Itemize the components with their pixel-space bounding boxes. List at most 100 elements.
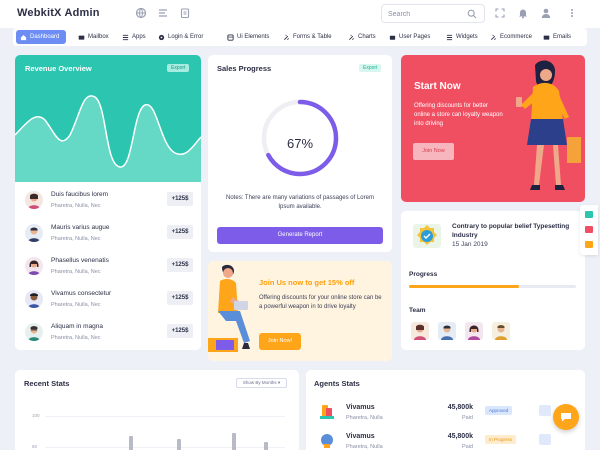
layout-icon[interactable] [585, 226, 593, 233]
avatar [25, 224, 43, 242]
nav-label: Ui Elements [237, 34, 270, 40]
months-dropdown[interactable]: Show By Months ▾ [236, 378, 287, 388]
settings-icon[interactable] [585, 211, 593, 218]
brand-logo[interactable]: WebkitX Admin [17, 7, 100, 19]
nav-label: Mailbox [88, 34, 109, 40]
row-name: Aliquam in magna [51, 323, 104, 330]
email-icon [543, 35, 550, 40]
nav-item-emails[interactable]: Emails [539, 30, 575, 44]
nav-label: Charts [358, 34, 376, 40]
join-us-card: Join Us now to get 15% off Offering disc… [208, 261, 392, 361]
export-button[interactable]: Export [167, 64, 190, 72]
revenue-header: Revenue Overview Export [15, 55, 201, 182]
image-icon[interactable] [585, 241, 593, 248]
mail-icon [78, 35, 85, 40]
nav-label: Emails [553, 34, 572, 40]
avatar [25, 323, 43, 341]
nav-item-forms-table[interactable]: Forms & Table [279, 30, 336, 44]
agent-paid: Paid [461, 444, 473, 450]
list-item[interactable]: Phasellus venenatis Pharetra, Nulla, Nec… [25, 253, 193, 285]
search-box[interactable] [381, 4, 485, 23]
sales-progress-card: Sales Progress Export 67% Notes: There a… [208, 55, 392, 252]
y-axis-label: 80 [32, 444, 38, 449]
clipboard-icon[interactable] [179, 7, 191, 19]
agent-amount: 45,800k [447, 433, 473, 440]
agent-amount: 45,800k [447, 404, 473, 411]
revenue-wave-chart [15, 95, 201, 182]
nav-label: User Pages [399, 34, 431, 40]
sales-percent: 67% [286, 136, 314, 151]
amount-badge: +125$ [167, 192, 193, 206]
top-header: WebkitX Admin [0, 0, 600, 28]
nav-label: Widgets [456, 34, 478, 40]
nav-item-mailbox[interactable]: Mailbox [74, 30, 113, 44]
amount-badge: +125$ [167, 291, 193, 305]
nav-item-widgets[interactable]: Widgets [442, 30, 482, 44]
project-title: Contrary to popular belief Typesetting I… [452, 223, 570, 239]
nav-label: Apps [132, 34, 146, 40]
search-input[interactable] [388, 8, 466, 20]
generate-report-button[interactable]: Generate Report [217, 227, 383, 244]
side-toolbar [580, 205, 598, 255]
list-item[interactable]: Aliquam in magna Pharetra, Nulla, Nec +1… [25, 319, 193, 350]
home-icon [20, 34, 27, 40]
row-action-button[interactable] [539, 434, 551, 445]
nav-item-dashboard[interactable]: Dashboard [16, 30, 66, 44]
row-subtitle: Pharetra, Nulla, Nec [51, 269, 101, 275]
nav-label: Dashboard [30, 34, 60, 40]
donut-progress-arc [261, 99, 339, 177]
apps-icon [122, 34, 129, 40]
agent-subtitle: Pharetra, Nulla [346, 444, 383, 450]
expand-icon[interactable] [494, 7, 506, 19]
join-now-button[interactable]: Join Now! [259, 333, 301, 350]
list-item[interactable]: Vivamus consectetur Pharetra, Nulla, Nec… [25, 286, 193, 318]
agent-paid: Paid [461, 415, 473, 421]
bar [232, 433, 236, 450]
amount-badge: +125$ [167, 225, 193, 239]
list-item[interactable]: Mauris varius augue Pharetra, Nulla, Nec… [25, 220, 193, 252]
agent-name: Vivamus [346, 433, 375, 440]
ui-icon [227, 33, 234, 41]
chat-button[interactable] [553, 404, 579, 430]
bar [129, 436, 133, 450]
nav-item-user-pages[interactable]: User Pages [385, 30, 434, 44]
team-avatar[interactable] [492, 322, 510, 340]
team-avatar[interactable] [465, 322, 483, 340]
nav-label: Forms & Table [293, 34, 332, 40]
chat-icon [561, 413, 571, 422]
sales-notes: Notes: There are many variations of pass… [226, 195, 374, 210]
more-icon[interactable] [566, 7, 578, 19]
start-text: Offering discounts for better online a s… [414, 103, 503, 127]
nav-item-login-error[interactable]: Login & Error [154, 30, 207, 44]
team-avatar[interactable] [411, 322, 429, 340]
avatar [25, 290, 43, 308]
recent-stats-title: Recent Stats [24, 379, 70, 388]
bar [177, 439, 181, 450]
nav-item-charts[interactable]: Charts [344, 30, 380, 44]
join-now-button[interactable]: Join Now [413, 143, 454, 160]
nav-item-ecommerce[interactable]: Ecommerce [486, 30, 536, 44]
amount-badge: +125$ [167, 324, 193, 338]
row-subtitle: Pharetra, Nulla, Nec [51, 302, 101, 308]
list-icon[interactable] [157, 7, 169, 19]
user-icon[interactable] [540, 7, 552, 19]
agents-stats-card: Agents Stats Vivamus Pharetra, Nulla 45,… [306, 370, 585, 450]
export-button[interactable]: Export [359, 64, 382, 72]
table-row[interactable]: Vivamus Pharetra, Nulla 45,800k Paid In … [317, 429, 581, 450]
team-avatar[interactable] [438, 322, 456, 340]
bell-icon[interactable] [517, 7, 529, 19]
gridline [45, 416, 285, 417]
man-laptop-illustration [208, 264, 250, 352]
table-row[interactable]: Vivamus Pharetra, Nulla 45,800k Paid App… [317, 400, 581, 428]
nav-item-ui-elements[interactable]: Ui Elements [223, 30, 273, 44]
recent-stats-card: Recent Stats Show By Months ▾ 100 80 [15, 370, 299, 450]
globe-icon[interactable] [135, 7, 147, 19]
sales-title: Sales Progress [217, 64, 272, 73]
join-title: Join Us now to get 15% off [259, 278, 355, 287]
list-item[interactable]: Duis faucibus lorem Pharetra, Nulla, Nec… [25, 187, 193, 219]
nav-item-apps[interactable]: Apps [118, 30, 150, 44]
row-action-button[interactable] [539, 405, 551, 416]
start-now-card: Start Now Offering discounts for better … [401, 55, 585, 202]
verified-badge-icon [413, 224, 441, 248]
search-icon[interactable] [467, 9, 477, 19]
